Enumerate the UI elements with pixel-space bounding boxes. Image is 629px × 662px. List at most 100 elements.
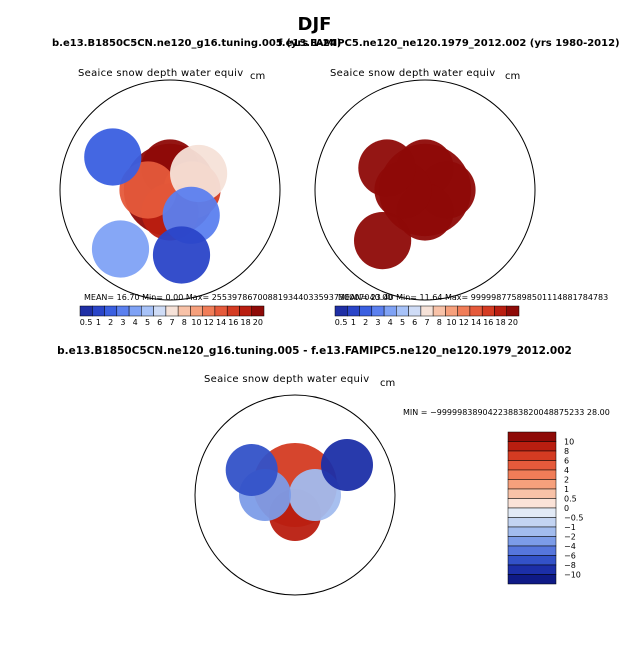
- panel-3-globe-outline: [194, 394, 396, 596]
- panel-2-colorbar-label-7: 7: [424, 318, 429, 327]
- panel-1-colorbar-label-10: 12: [204, 318, 214, 327]
- panel-1-colorbar-label-2: 2: [108, 318, 113, 327]
- panel-3-colorbar-label-13: −8: [564, 561, 576, 570]
- panel-1-colorbar-cell-10: [202, 305, 216, 317]
- panel-1-colorbar-cell-2: [104, 305, 118, 317]
- panel-3-colorbar-label-3: 4: [564, 466, 569, 475]
- panel-2-case-title: f.e13.FAMIPC5.ne120_ne120.1979_2012.002 …: [278, 38, 620, 49]
- panel-2-colorbar-cell-2: [359, 305, 373, 317]
- panel-2-colorbar-label-3: 3: [375, 318, 380, 327]
- panel-3-colorbar-cell-4: [507, 469, 557, 480]
- panel-3-colorbar-label-7: 0: [564, 504, 569, 513]
- panel-1-map: [84, 128, 228, 284]
- panel-2-colorbar-label-6: 6: [412, 318, 417, 327]
- panel-1-colorbar-label-12: 16: [228, 318, 238, 327]
- panel-2-colorbar-cell-8: [432, 305, 446, 317]
- panel-2-colorbar-cell-12: [481, 305, 495, 317]
- panel-3-colorbar-cell-11: [507, 536, 557, 547]
- panel-3-colorbar-label-2: 6: [564, 457, 569, 466]
- panel-1-colorbar-cell-7: [165, 305, 179, 317]
- panel-3-colorbar-label-12: −6: [564, 552, 576, 561]
- panel-2-colorbar-cell-14: [506, 305, 520, 317]
- panel-3-colorbar-cell-9: [507, 517, 557, 528]
- panel-3-colorbar-cell-7: [507, 498, 557, 509]
- panel-3-colorbar-cell-6: [507, 488, 557, 499]
- panel-3-colorbar-label-11: −4: [564, 542, 576, 551]
- panel-2-colorbar-cell-9: [445, 305, 458, 317]
- panel-1-colorbar-label-9: 10: [191, 318, 201, 327]
- panel-3-colorbar-cell-3: [507, 460, 557, 471]
- panel-1-colorbar-cell-9: [190, 305, 203, 317]
- panel-3-colorbar-cell-10: [507, 526, 557, 537]
- panel-3-colorbar-cell-2: [507, 450, 557, 461]
- panel-1-colorbar-label-1: 1: [96, 318, 101, 327]
- panel-1-colorbar-label-13: 18: [241, 318, 251, 327]
- panel-3-colorbar-cell-8: [507, 507, 557, 518]
- panel-2-colorbar-label-5: 5: [400, 318, 405, 327]
- panel-2-colorbar-label-0: 0.5: [335, 318, 348, 327]
- panel-1-colorbar-label-7: 7: [169, 318, 174, 327]
- panel-1-globe-outline: [59, 79, 281, 301]
- panel-1-map-cell-9: [152, 226, 211, 284]
- panel-3-stats: MIN = −99999838904223883820048875233 28.…: [403, 408, 610, 417]
- panel-2-colorbar-cell-0: [334, 305, 348, 317]
- panel-1-colorbar-cell-8: [177, 305, 191, 317]
- panel-3-units: cm: [380, 378, 396, 389]
- panel-1-colorbar-cell-11: [214, 305, 228, 317]
- panel-3-colorbar-cell-14: [507, 564, 557, 575]
- panel-3-colorbar-label-10: −2: [564, 533, 576, 542]
- panel-2-colorbar-label-10: 12: [459, 318, 469, 327]
- panel-3-colorbar-label-8: −0.5: [564, 514, 583, 523]
- panel-1-colorbar-cell-5: [141, 305, 154, 317]
- panel-3-colorbar-label-0: 10: [564, 438, 574, 447]
- panel-1-colorbar-cell-6: [153, 305, 167, 317]
- panel-2-colorbar-cell-7: [420, 305, 434, 317]
- figure-title: DJF: [297, 14, 332, 35]
- panel-2-map: [354, 139, 476, 270]
- panel-1-stats: MEAN= 16.70 Min= 0.00 Max= 2553978670088…: [84, 293, 393, 302]
- panel-2-var-title: Seaice snow depth water equiv: [330, 68, 496, 79]
- panel-2-colorbar-label-11: 14: [471, 318, 481, 327]
- panel-1-colorbar-cell-14: [251, 305, 265, 317]
- panel-1-colorbar-label-8: 8: [182, 318, 187, 327]
- panel-2-units: cm: [505, 71, 521, 82]
- panel-3-colorbar-label-14: −10: [564, 571, 581, 580]
- panel-2-colorbar-label-13: 18: [496, 318, 506, 327]
- panel-1-colorbar-label-6: 6: [157, 318, 162, 327]
- panel-2-colorbar-cell-6: [408, 305, 422, 317]
- panel-2-colorbar-label-4: 4: [388, 318, 393, 327]
- panel-1-map-cell-8: [91, 220, 150, 278]
- panel-3-map: [225, 439, 373, 541]
- diff-case-title: b.e13.B1850C5CN.ne120_g16.tuning.005 - f…: [57, 345, 572, 357]
- panel-2-globe-outline: [314, 79, 536, 301]
- panel-3-colorbar-cell-15: [507, 574, 557, 585]
- panel-2-colorbar-cell-4: [383, 305, 397, 317]
- panel-3-var-title: Seaice snow depth water equiv: [204, 374, 370, 385]
- panel-1-colorbar-cell-3: [116, 305, 130, 317]
- panel-2-colorbar-cell-11: [469, 305, 483, 317]
- panel-2-stats: MEAN= 23.40 Min= 11.64 Max= 999998775898…: [338, 293, 609, 302]
- panel-1-colorbar-label-11: 14: [216, 318, 226, 327]
- panel-1-colorbar-label-5: 5: [145, 318, 150, 327]
- panel-1-colorbar-cell-1: [92, 305, 105, 317]
- panel-2-colorbar-label-14: 20: [508, 318, 518, 327]
- panel-3-colorbar-cell-0: [507, 431, 557, 442]
- panel-2-colorbar-cell-13: [494, 305, 508, 317]
- panel-2-colorbar-label-9: 10: [446, 318, 456, 327]
- panel-2-colorbar-cell-10: [457, 305, 471, 317]
- panel-2-map-cell-6: [354, 212, 412, 270]
- panel-1-colorbar-cell-4: [128, 305, 142, 317]
- panel-2-colorbar-label-8: 8: [437, 318, 442, 327]
- panel-2-colorbar-cell-3: [371, 305, 385, 317]
- panel-3-colorbar-cell-5: [507, 479, 557, 490]
- panel-1-colorbar-cell-0: [79, 305, 93, 317]
- panel-3-colorbar-cell-12: [507, 545, 557, 556]
- panel-3-colorbar-cell-1: [507, 441, 557, 452]
- panel-2-colorbar-cell-1: [347, 305, 360, 317]
- panel-3-colorbar-label-4: 2: [564, 476, 569, 485]
- panel-2-colorbar-label-1: 1: [351, 318, 356, 327]
- panel-1-colorbar-label-0: 0.5: [80, 318, 93, 327]
- panel-1-colorbar-label-3: 3: [120, 318, 125, 327]
- panel-2-colorbar-cell-5: [396, 305, 409, 317]
